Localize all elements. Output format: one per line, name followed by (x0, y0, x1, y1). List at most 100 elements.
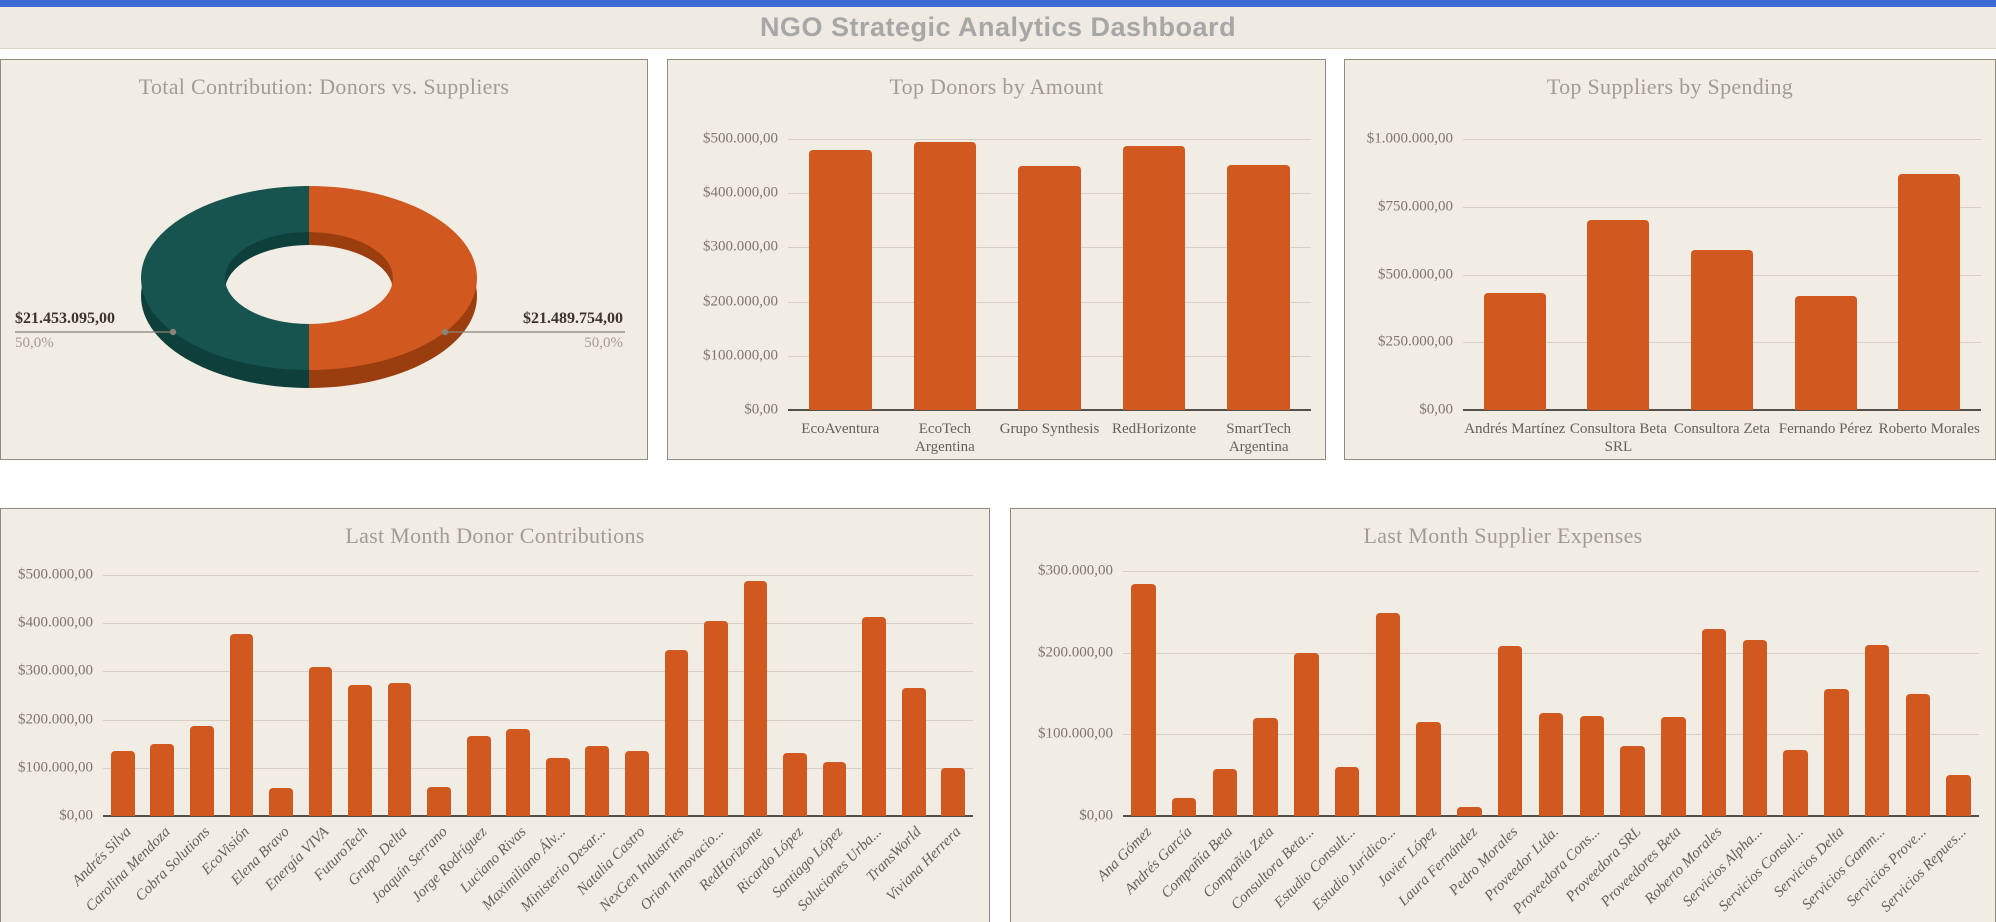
bar (545, 758, 570, 816)
panel-last-month-donor-contributions: Last Month Donor Contributions $0,00 $100… (0, 508, 990, 922)
plot-area: $0,00 $250.000,00 $500.000,00 $750.000,00 $1… (1367, 131, 1981, 455)
bar (269, 788, 293, 816)
bar (743, 580, 768, 816)
y-axis-tick-label: $0,00 (1079, 807, 1113, 824)
bar (1898, 174, 1961, 410)
bar (1483, 293, 1546, 410)
bar (1864, 644, 1890, 816)
bar (1742, 640, 1768, 816)
bar (1794, 296, 1857, 410)
y-axis-tick-label: $750.000,00 (1378, 198, 1453, 215)
bar (822, 762, 847, 816)
panel-top-suppliers: Top Suppliers by Spending $0,00 $250.000,… (1344, 59, 1996, 460)
x-axis-tick-label: RedHorizonte (1112, 421, 1197, 437)
x-axis-tick-label: Roberto Morales (1878, 421, 1980, 437)
gridline (1463, 139, 1981, 140)
donut-label-left: $21.453.095,00 50,0% (15, 310, 115, 352)
bar (348, 684, 372, 816)
gridline (103, 767, 973, 769)
gridline (1463, 206, 1981, 208)
header: NGO Strategic Analytics Dashboard (0, 7, 1996, 49)
chart-title: Total Contribution: Donors vs. Suppliers (138, 74, 510, 99)
bar (1334, 767, 1360, 816)
bar (664, 649, 689, 816)
bar (1579, 716, 1604, 816)
bar (1212, 769, 1238, 816)
bar (387, 682, 412, 816)
bar (1783, 749, 1808, 816)
bar (704, 620, 728, 816)
bar (1416, 722, 1441, 816)
panel-total-contribution: Total Contribution: Donors vs. Suppliers… (0, 59, 648, 460)
donut-value-right: $21.489.754,00 (523, 310, 623, 327)
bar (466, 736, 491, 816)
y-axis-tick-label: $200.000,00 (18, 711, 93, 728)
gridline (103, 623, 973, 625)
bar (506, 729, 531, 816)
y-axis-tick-label: $0,00 (59, 807, 93, 824)
y-axis-tick-label: $300.000,00 (703, 238, 778, 255)
donut-chart (15, 186, 625, 388)
leader-dot-right (441, 328, 449, 336)
bar (308, 666, 333, 816)
y-axis-tick-label: $200.000,00 (1038, 644, 1113, 661)
y-axis-tick-label: $1.000.000,00 (1366, 130, 1453, 147)
bar (783, 753, 807, 816)
gridline (788, 139, 1311, 140)
bar (1122, 146, 1186, 410)
y-axis-tick-label: $100.000,00 (18, 759, 93, 776)
bar (1905, 693, 1931, 816)
plot-area: $0,00 $100.000,00 $200.000,00 $300.000,00 An… (1038, 563, 1979, 917)
bar (110, 750, 135, 816)
bar (1946, 775, 1971, 816)
y-axis-tick-label: $250.000,00 (1378, 333, 1453, 350)
y-axis-tick-label: $100.000,00 (1038, 725, 1113, 742)
bar (1661, 717, 1686, 816)
leader-dot-left (169, 328, 177, 336)
bar (808, 149, 872, 410)
bar (1690, 250, 1754, 410)
bar (1253, 718, 1278, 816)
gridline (1123, 571, 1979, 572)
gridline (103, 719, 973, 721)
bar (1824, 689, 1849, 816)
y-axis-tick-label: $500.000,00 (703, 130, 778, 147)
top-accent-bar (0, 0, 1996, 7)
donut-percent-left: 50,0% (15, 335, 54, 351)
y-axis-tick-label: $200.000,00 (703, 293, 778, 310)
bar (229, 633, 254, 816)
y-axis-tick-label: $0,00 (744, 401, 778, 418)
bar (1171, 798, 1197, 816)
x-axis-line (103, 815, 973, 817)
bar (1498, 646, 1523, 816)
bar (190, 725, 214, 816)
x-axis-tick-label: EcoAventura (801, 421, 880, 437)
bar (1375, 613, 1401, 816)
x-axis-line (1463, 409, 1981, 411)
chart-title: Last Month Donor Contributions (345, 523, 645, 548)
y-axis-tick-label: $500.000,00 (18, 566, 93, 583)
x-axis-tick-label: Andrés Martínez (1464, 421, 1566, 437)
y-axis-tick-label: $0,00 (1419, 401, 1453, 418)
donut-value-left: $21.453.095,00 (15, 310, 115, 327)
gridline (1123, 652, 1979, 654)
bar (1131, 584, 1156, 816)
y-axis-tick-label: $400.000,00 (703, 184, 778, 201)
bar (1538, 713, 1564, 816)
bar (427, 787, 451, 816)
bar (1587, 220, 1650, 410)
bar (1457, 807, 1482, 816)
x-axis-tick-label: Consultora Zeta (1673, 421, 1771, 437)
page-title: NGO Strategic Analytics Dashboard (759, 12, 1237, 42)
bar (1620, 745, 1645, 816)
x-axis-tick-label: Consultora Beta SRL (1569, 421, 1667, 455)
donut-label-right: $21.489.754,00 50,0% (523, 310, 623, 352)
x-axis-tick-label: EcoTech Argentina (915, 421, 975, 455)
bar (625, 750, 649, 816)
y-axis-tick-label: $100.000,00 (703, 347, 778, 364)
bar (862, 617, 886, 816)
x-axis-tick-label: Fernando Pérez (1778, 421, 1873, 437)
x-axis-line (1123, 815, 1979, 817)
chart-title: Top Donors by Amount (889, 74, 1104, 99)
